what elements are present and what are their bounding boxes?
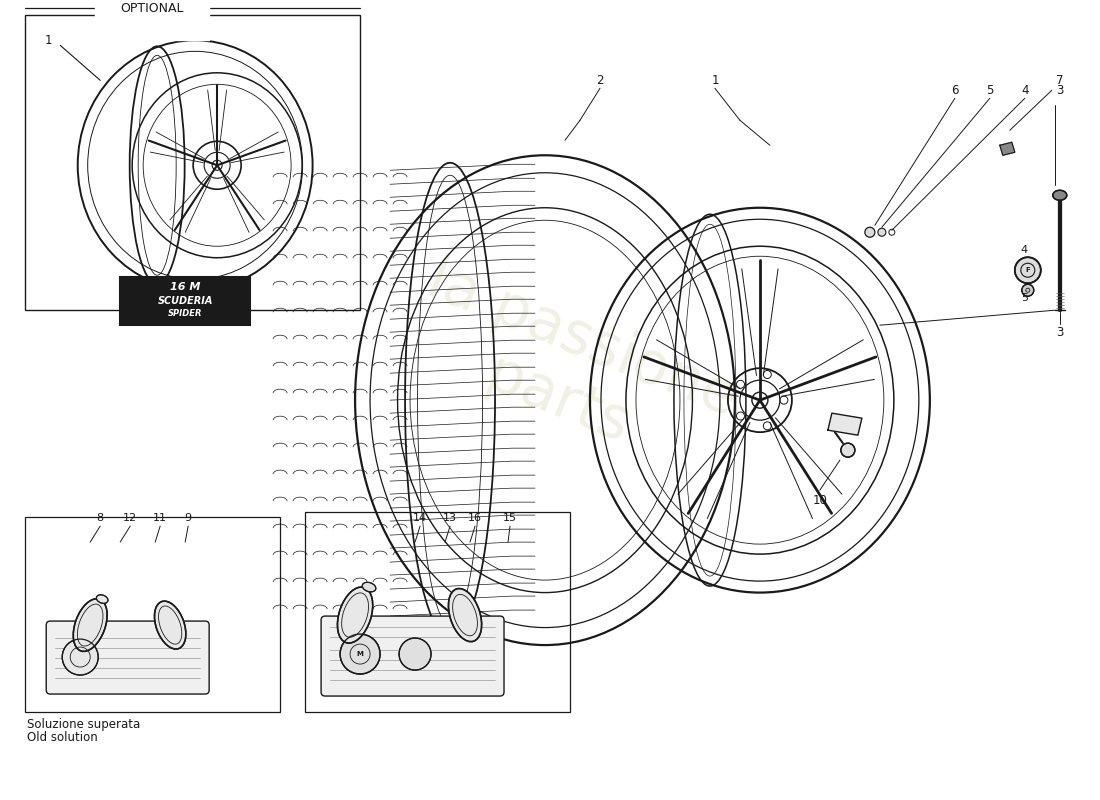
Text: 6: 6: [952, 84, 958, 97]
Text: 15: 15: [503, 513, 517, 523]
Text: 10: 10: [813, 494, 827, 506]
Text: 14: 14: [412, 513, 427, 523]
FancyBboxPatch shape: [305, 512, 570, 712]
Text: 5: 5: [986, 84, 993, 97]
FancyBboxPatch shape: [46, 621, 209, 694]
Ellipse shape: [97, 595, 108, 603]
Polygon shape: [828, 413, 862, 435]
Text: 8: 8: [97, 513, 103, 523]
Text: 16 M: 16 M: [169, 282, 200, 292]
Text: 16: 16: [468, 513, 482, 523]
Ellipse shape: [449, 589, 482, 642]
Circle shape: [1015, 258, 1041, 283]
Text: 2: 2: [596, 74, 604, 87]
FancyBboxPatch shape: [25, 517, 280, 712]
Text: OPTIONAL: OPTIONAL: [120, 2, 184, 15]
Text: 9: 9: [185, 513, 191, 523]
Text: 1: 1: [44, 34, 52, 47]
Circle shape: [63, 639, 98, 675]
Text: F: F: [1025, 267, 1031, 274]
Text: 3: 3: [1056, 84, 1064, 97]
Text: 1: 1: [712, 74, 718, 87]
Ellipse shape: [74, 598, 107, 651]
Circle shape: [865, 227, 874, 238]
FancyBboxPatch shape: [120, 278, 250, 326]
Text: 4: 4: [1021, 84, 1028, 97]
Circle shape: [340, 634, 381, 674]
FancyBboxPatch shape: [25, 15, 360, 310]
Text: 5: 5: [1021, 294, 1027, 303]
Text: M: M: [356, 651, 363, 657]
Text: la passione
parts: la passione parts: [395, 251, 746, 489]
Circle shape: [1022, 284, 1034, 296]
Ellipse shape: [154, 601, 186, 649]
Text: SPIDER: SPIDER: [168, 309, 202, 318]
Ellipse shape: [362, 582, 376, 592]
Text: Soluzione superata: Soluzione superata: [28, 718, 141, 730]
Text: Old solution: Old solution: [28, 730, 98, 743]
Circle shape: [399, 638, 431, 670]
Text: SCUDERIA: SCUDERIA: [157, 296, 212, 306]
Text: 4: 4: [1021, 246, 1027, 255]
Text: 13: 13: [443, 513, 456, 523]
Circle shape: [878, 228, 886, 236]
Text: 3: 3: [1056, 326, 1064, 338]
Circle shape: [840, 443, 855, 457]
FancyBboxPatch shape: [321, 616, 504, 696]
Text: 7: 7: [1056, 74, 1064, 87]
Ellipse shape: [338, 587, 373, 643]
Text: 11: 11: [153, 513, 167, 523]
Ellipse shape: [1053, 190, 1067, 200]
Polygon shape: [1000, 142, 1015, 155]
Text: 12: 12: [123, 513, 138, 523]
